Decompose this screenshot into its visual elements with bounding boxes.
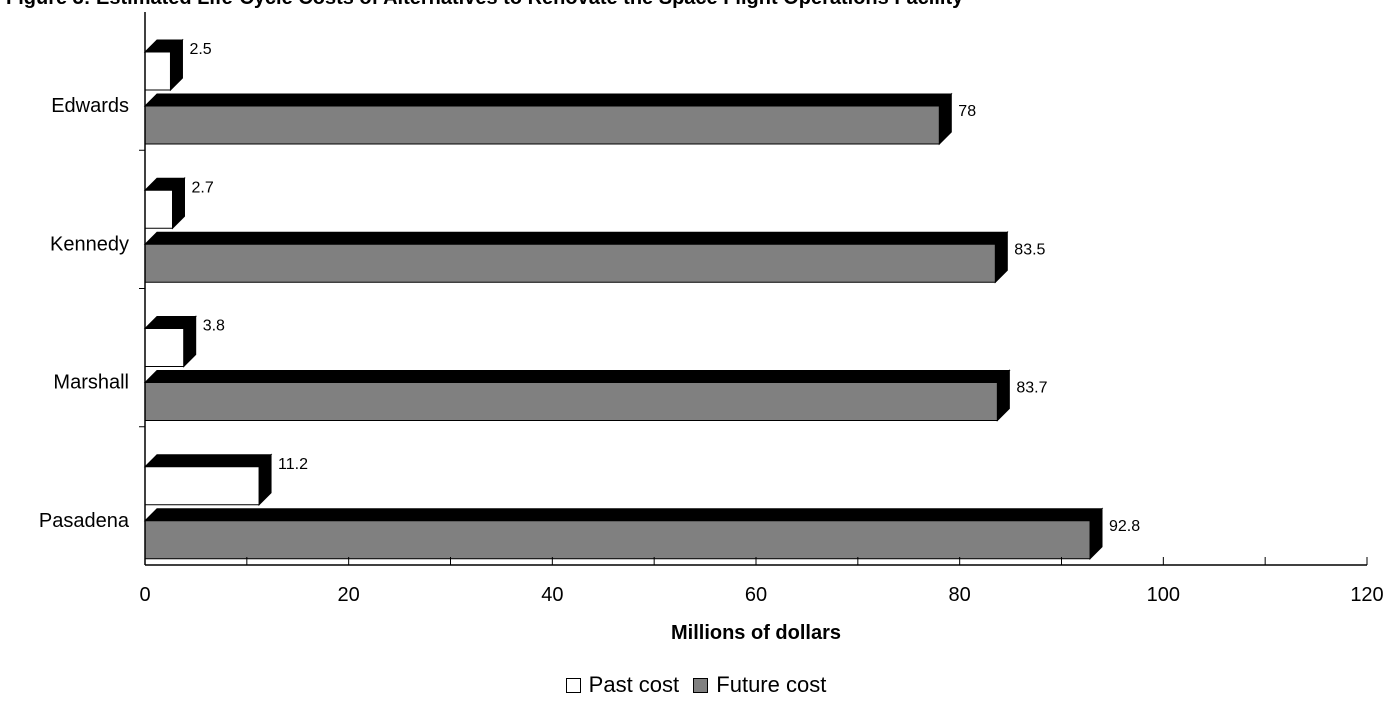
- future-cost-bar-marshall-top-face: [143, 370, 1011, 383]
- legend-item-past: Past cost: [565, 672, 680, 698]
- past-cost-bar-kennedy-front-face: [144, 189, 173, 229]
- legend: Past cost Future cost: [0, 672, 1392, 699]
- future-cost-bar-marshall-front-face: [144, 382, 998, 421]
- past-cost-bar-marshall: [143, 315, 197, 368]
- data-label-past-marshall: 3.8: [203, 318, 225, 335]
- x-tick-label-60: 60: [745, 584, 767, 606]
- future-cost-bar-edwards-front-face: [144, 105, 940, 145]
- past-cost-bar-pasadena-front-face: [144, 466, 260, 506]
- past-cost-bar-pasadena: [143, 453, 273, 506]
- future-cost-bar-edwards-top-face: [143, 93, 953, 107]
- category-label-marshall: Marshall: [53, 372, 129, 394]
- chart-title: Figure 3: Estimated Life-Cycle Costs of …: [6, 0, 964, 9]
- category-label-kennedy: Kennedy: [50, 233, 129, 255]
- bars-group: 2.5 78 2.7 83.5 3.8 83.7 11.2 92.8: [143, 38, 1140, 560]
- future-cost-bar-kennedy-top-face: [143, 231, 1009, 245]
- past-cost-bar-marshall-front-face: [144, 328, 185, 367]
- past-cost-bar-pasadena-top-face: [143, 454, 273, 468]
- x-tick-label-0: 0: [139, 584, 150, 606]
- legend-swatch-future: [693, 677, 709, 693]
- axes-group: Edwards Kennedy Marshall Pasadena 0 20 40 60 80 1…: [39, 12, 1384, 606]
- legend-item-future: Future cost: [693, 672, 826, 698]
- data-label-future-marshall: 83.7: [1016, 380, 1047, 397]
- x-tick-label-40: 40: [541, 584, 563, 606]
- past-cost-bar-kennedy: [143, 177, 186, 230]
- past-cost-bar-edwards-front-face: [144, 51, 171, 91]
- legend-label-past: Past cost: [588, 672, 680, 697]
- x-axis-title: Millions of dollars: [671, 622, 841, 644]
- past-cost-bar-edwards: [143, 38, 184, 92]
- future-cost-bar-edwards: [143, 92, 953, 146]
- category-label-pasadena: Pasadena: [39, 510, 130, 532]
- x-tick-label-20: 20: [338, 584, 360, 606]
- data-label-past-pasadena: 11.2: [278, 456, 308, 473]
- legend-label-future: Future cost: [716, 672, 827, 697]
- data-label-past-edwards: 2.5: [189, 41, 211, 58]
- data-label-past-kennedy: 2.7: [191, 179, 213, 196]
- future-cost-bar-pasadena-front-face: [144, 520, 1091, 560]
- future-cost-bar-pasadena: [143, 507, 1104, 560]
- future-cost-bar-marshall: [143, 369, 1011, 422]
- x-tick-label-100: 100: [1147, 584, 1180, 606]
- data-label-future-edwards: 78: [958, 103, 976, 120]
- legend-swatch-past: [565, 677, 581, 693]
- bar-chart: Figure 3: Estimated Life-Cycle Costs of …: [6, 0, 1384, 644]
- x-tick-label-80: 80: [949, 584, 971, 606]
- category-label-edwards: Edwards: [51, 95, 129, 117]
- future-cost-bar-pasadena-top-face: [143, 508, 1104, 522]
- x-tick-label-120: 120: [1350, 584, 1383, 606]
- future-cost-bar-kennedy-front-face: [144, 243, 996, 283]
- data-label-future-pasadena: 92.8: [1109, 518, 1140, 535]
- data-label-future-kennedy: 83.5: [1014, 241, 1045, 258]
- future-cost-bar-kennedy: [143, 231, 1009, 284]
